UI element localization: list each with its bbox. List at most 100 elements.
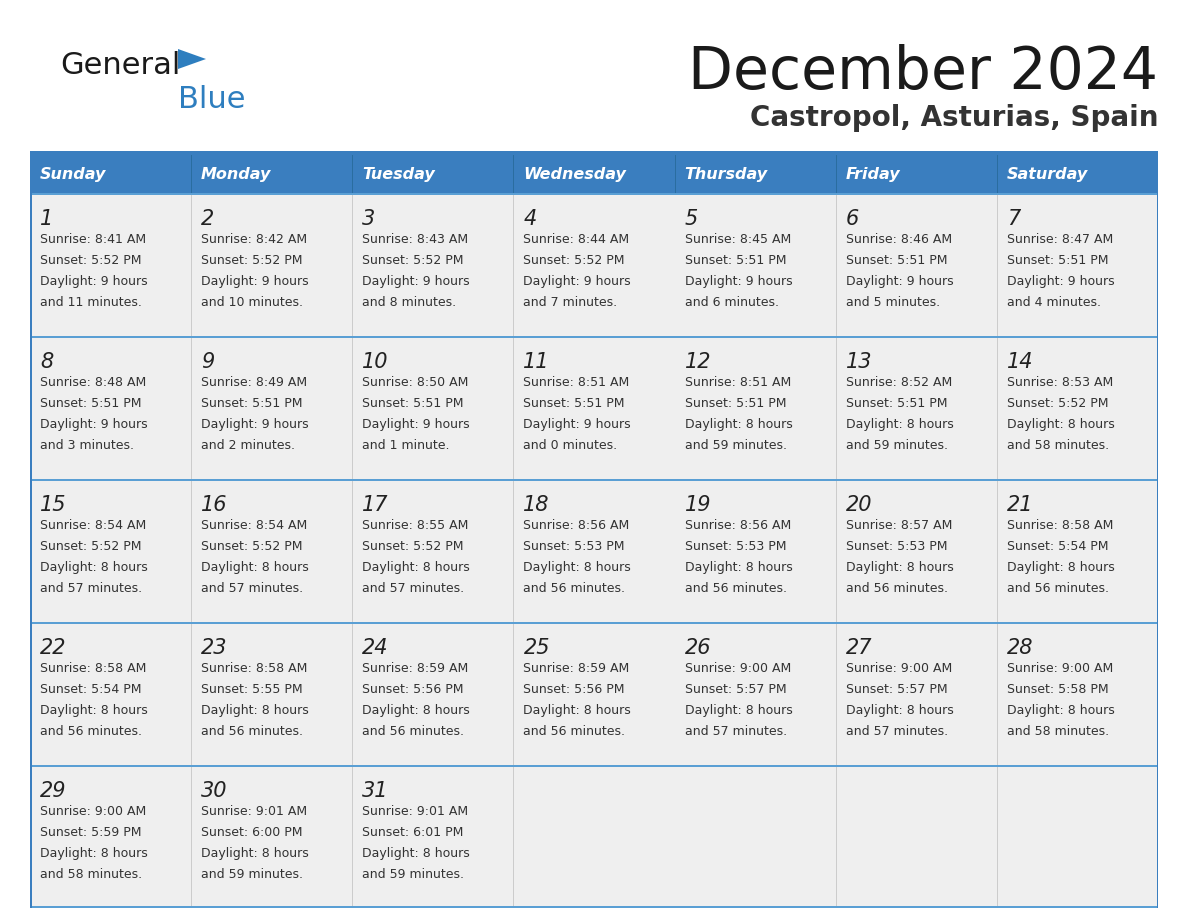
Text: Sunset: 5:52 PM: Sunset: 5:52 PM — [362, 540, 463, 553]
Text: Sunset: 5:51 PM: Sunset: 5:51 PM — [846, 397, 947, 410]
Text: General: General — [61, 50, 181, 80]
Bar — [513, 338, 675, 479]
Text: and 4 minutes.: and 4 minutes. — [1007, 296, 1101, 309]
Text: Sunset: 5:52 PM: Sunset: 5:52 PM — [40, 540, 141, 553]
Polygon shape — [178, 49, 206, 69]
Text: Daylight: 9 hours: Daylight: 9 hours — [40, 418, 147, 431]
Bar — [191, 155, 353, 193]
Text: Sunset: 6:00 PM: Sunset: 6:00 PM — [201, 826, 303, 839]
Text: Sunrise: 8:41 AM: Sunrise: 8:41 AM — [40, 233, 146, 246]
Text: Sunrise: 9:00 AM: Sunrise: 9:00 AM — [1007, 662, 1113, 675]
Text: Sunset: 5:52 PM: Sunset: 5:52 PM — [1007, 397, 1108, 410]
Bar — [191, 195, 353, 336]
Bar — [513, 624, 675, 765]
Text: 13: 13 — [846, 352, 872, 372]
Text: Daylight: 8 hours: Daylight: 8 hours — [846, 561, 954, 574]
Text: 7: 7 — [1007, 209, 1020, 229]
Text: Daylight: 9 hours: Daylight: 9 hours — [1007, 275, 1114, 288]
Text: Sunset: 5:51 PM: Sunset: 5:51 PM — [201, 397, 303, 410]
Text: Daylight: 9 hours: Daylight: 9 hours — [40, 275, 147, 288]
Text: Sunset: 5:52 PM: Sunset: 5:52 PM — [362, 254, 463, 267]
Text: Sunset: 5:51 PM: Sunset: 5:51 PM — [684, 397, 786, 410]
Bar — [675, 767, 835, 908]
Text: and 59 minutes.: and 59 minutes. — [201, 868, 303, 881]
Text: Sunset: 5:52 PM: Sunset: 5:52 PM — [524, 254, 625, 267]
Text: and 5 minutes.: and 5 minutes. — [846, 296, 940, 309]
Bar — [675, 195, 835, 336]
Bar — [30, 151, 1158, 155]
Text: Sunset: 5:51 PM: Sunset: 5:51 PM — [40, 397, 141, 410]
Text: Sunset: 5:56 PM: Sunset: 5:56 PM — [362, 683, 463, 696]
Text: Daylight: 8 hours: Daylight: 8 hours — [362, 847, 470, 860]
Bar — [513, 195, 675, 336]
Text: Sunrise: 8:50 AM: Sunrise: 8:50 AM — [362, 376, 468, 389]
Text: Sunrise: 8:51 AM: Sunrise: 8:51 AM — [524, 376, 630, 389]
Text: Daylight: 9 hours: Daylight: 9 hours — [201, 275, 309, 288]
Text: Sunset: 5:52 PM: Sunset: 5:52 PM — [201, 254, 303, 267]
Text: Daylight: 9 hours: Daylight: 9 hours — [524, 418, 631, 431]
Bar — [30, 765, 1158, 767]
Text: and 56 minutes.: and 56 minutes. — [362, 725, 465, 738]
Text: and 57 minutes.: and 57 minutes. — [201, 582, 303, 595]
Text: Sunrise: 8:45 AM: Sunrise: 8:45 AM — [684, 233, 791, 246]
Text: Friday: Friday — [846, 166, 901, 182]
Text: Sunrise: 8:43 AM: Sunrise: 8:43 AM — [362, 233, 468, 246]
Bar — [997, 155, 1158, 193]
Text: Monday: Monday — [201, 166, 272, 182]
Text: December 2024: December 2024 — [688, 43, 1158, 100]
Bar — [835, 624, 997, 765]
Text: 4: 4 — [524, 209, 537, 229]
Bar — [997, 481, 1158, 622]
Text: Sunrise: 8:54 AM: Sunrise: 8:54 AM — [201, 519, 308, 532]
Text: Sunrise: 9:00 AM: Sunrise: 9:00 AM — [846, 662, 952, 675]
Text: Sunset: 5:51 PM: Sunset: 5:51 PM — [524, 397, 625, 410]
Text: Sunrise: 8:54 AM: Sunrise: 8:54 AM — [40, 519, 146, 532]
Text: Daylight: 8 hours: Daylight: 8 hours — [524, 561, 631, 574]
Text: and 58 minutes.: and 58 minutes. — [1007, 725, 1108, 738]
Text: and 11 minutes.: and 11 minutes. — [40, 296, 141, 309]
Text: Sunrise: 8:42 AM: Sunrise: 8:42 AM — [201, 233, 308, 246]
Text: Daylight: 8 hours: Daylight: 8 hours — [684, 561, 792, 574]
Text: 3: 3 — [362, 209, 375, 229]
Bar — [30, 193, 1158, 195]
Text: Wednesday: Wednesday — [524, 166, 626, 182]
Text: Saturday: Saturday — [1007, 166, 1088, 182]
Text: 10: 10 — [362, 352, 388, 372]
Text: Sunrise: 8:46 AM: Sunrise: 8:46 AM — [846, 233, 952, 246]
Text: Sunrise: 9:01 AM: Sunrise: 9:01 AM — [201, 805, 308, 818]
Text: Blue: Blue — [178, 85, 246, 115]
Text: and 8 minutes.: and 8 minutes. — [362, 296, 456, 309]
Text: and 58 minutes.: and 58 minutes. — [1007, 439, 1108, 452]
Text: Thursday: Thursday — [684, 166, 767, 182]
Bar — [997, 624, 1158, 765]
Text: and 57 minutes.: and 57 minutes. — [684, 725, 786, 738]
Text: Daylight: 8 hours: Daylight: 8 hours — [40, 847, 147, 860]
Bar — [30, 624, 191, 765]
Text: and 0 minutes.: and 0 minutes. — [524, 439, 618, 452]
Text: Sunset: 5:57 PM: Sunset: 5:57 PM — [684, 683, 786, 696]
Text: and 59 minutes.: and 59 minutes. — [846, 439, 948, 452]
Text: 29: 29 — [40, 781, 67, 801]
Text: and 6 minutes.: and 6 minutes. — [684, 296, 778, 309]
Bar — [835, 481, 997, 622]
Text: Sunrise: 8:58 AM: Sunrise: 8:58 AM — [40, 662, 146, 675]
Bar — [353, 155, 513, 193]
Text: Sunset: 5:54 PM: Sunset: 5:54 PM — [1007, 540, 1108, 553]
Text: Daylight: 9 hours: Daylight: 9 hours — [201, 418, 309, 431]
Bar — [675, 338, 835, 479]
Text: Sunrise: 8:44 AM: Sunrise: 8:44 AM — [524, 233, 630, 246]
Text: and 57 minutes.: and 57 minutes. — [362, 582, 465, 595]
Text: 6: 6 — [846, 209, 859, 229]
Bar — [353, 624, 513, 765]
Text: and 56 minutes.: and 56 minutes. — [1007, 582, 1108, 595]
Text: and 56 minutes.: and 56 minutes. — [524, 725, 625, 738]
Text: 20: 20 — [846, 495, 872, 515]
Text: and 59 minutes.: and 59 minutes. — [362, 868, 465, 881]
Bar — [30, 481, 191, 622]
Text: 18: 18 — [524, 495, 550, 515]
Bar — [30, 155, 191, 193]
Text: and 10 minutes.: and 10 minutes. — [201, 296, 303, 309]
Text: and 56 minutes.: and 56 minutes. — [524, 582, 625, 595]
Text: 21: 21 — [1007, 495, 1034, 515]
Text: Sunset: 5:51 PM: Sunset: 5:51 PM — [1007, 254, 1108, 267]
